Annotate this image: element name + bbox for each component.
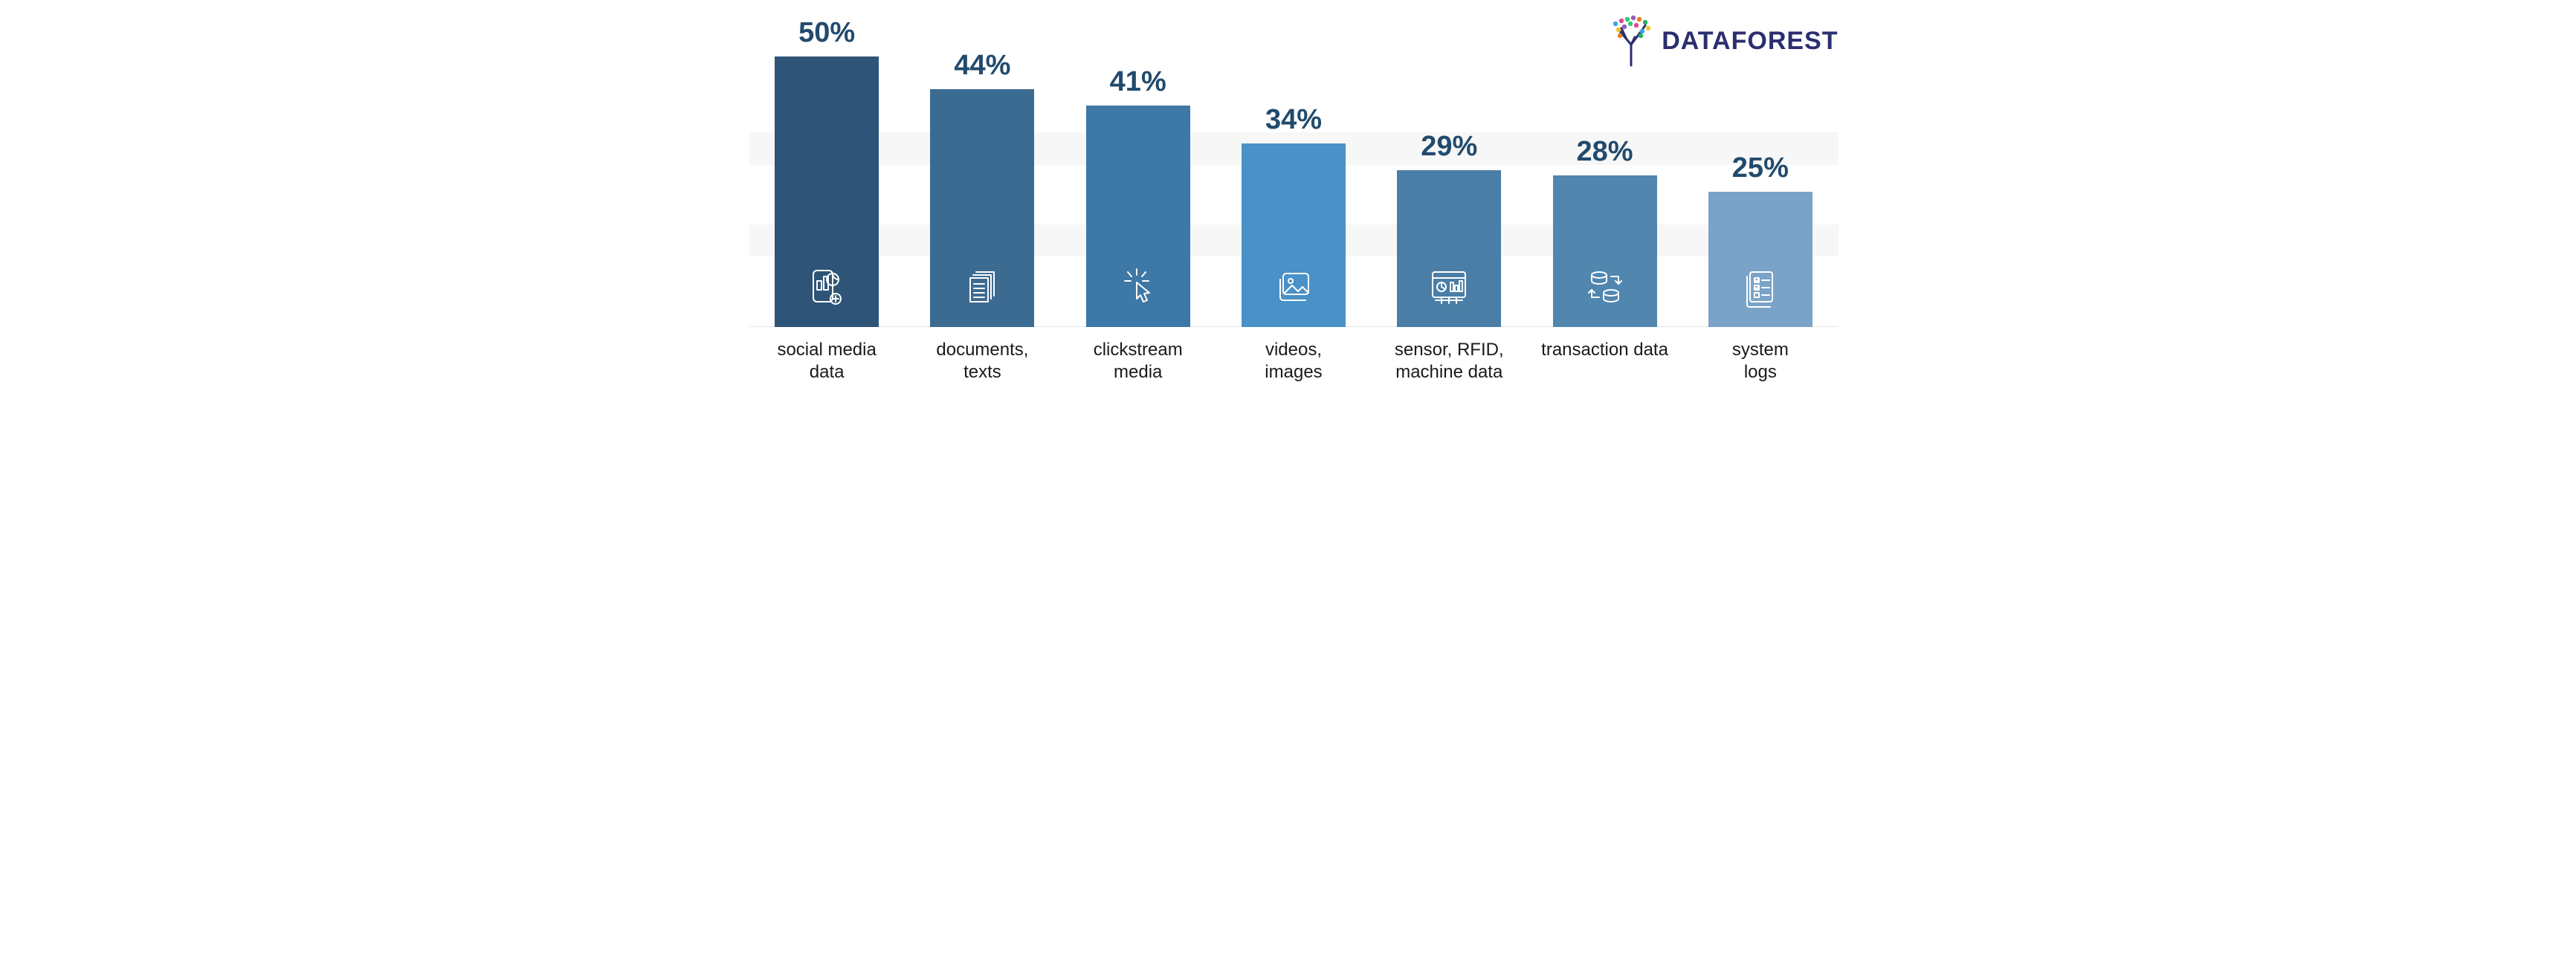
bar-column: 25% xyxy=(1682,30,1838,327)
bar-value-label: 28% xyxy=(1577,136,1633,168)
bar xyxy=(930,89,1034,327)
bar xyxy=(775,56,879,327)
click-icon xyxy=(1114,263,1162,311)
category-label: sensor, RFID, machine data xyxy=(1372,339,1527,384)
infographic-stage: DATAFOREST 50% 44% 41% xyxy=(708,0,1868,433)
bar-chart: 50% 44% 41% 34% xyxy=(749,30,1839,410)
bar-value-label: 41% xyxy=(1110,66,1166,98)
social-media-icon xyxy=(803,263,850,311)
category-label: social media data xyxy=(749,339,905,384)
logs-icon xyxy=(1737,263,1784,311)
chart-plot: 50% 44% 41% 34% xyxy=(749,30,1839,327)
bar-value-label: 44% xyxy=(954,50,1010,82)
bar xyxy=(1553,175,1657,327)
category-label: documents, texts xyxy=(905,339,1060,384)
bar-value-label: 34% xyxy=(1265,104,1322,136)
bar-column: 44% xyxy=(905,30,1060,327)
bar-column: 28% xyxy=(1527,30,1682,327)
transaction-icon xyxy=(1581,263,1629,311)
category-label: system logs xyxy=(1682,339,1838,384)
bar-column: 41% xyxy=(1060,30,1216,327)
documents-icon xyxy=(958,263,1006,311)
bar xyxy=(1708,192,1812,327)
bar xyxy=(1397,170,1501,327)
bar-column: 29% xyxy=(1372,30,1527,327)
bar-value-label: 25% xyxy=(1732,152,1789,184)
bar-value-label: 50% xyxy=(798,17,855,49)
category-label: clickstream media xyxy=(1060,339,1216,384)
bar-value-label: 29% xyxy=(1421,131,1477,163)
bar-column: 50% xyxy=(749,30,905,327)
chart-bars: 50% 44% 41% 34% xyxy=(749,30,1839,327)
chart-category-labels: social media datadocuments, textsclickst… xyxy=(749,339,1839,384)
category-label: videos, images xyxy=(1216,339,1371,384)
dashboard-icon xyxy=(1425,263,1473,311)
bar xyxy=(1086,106,1190,327)
category-label: transaction data xyxy=(1527,339,1682,384)
bar xyxy=(1242,143,1346,327)
bar-column: 34% xyxy=(1216,30,1371,327)
image-icon xyxy=(1270,263,1317,311)
